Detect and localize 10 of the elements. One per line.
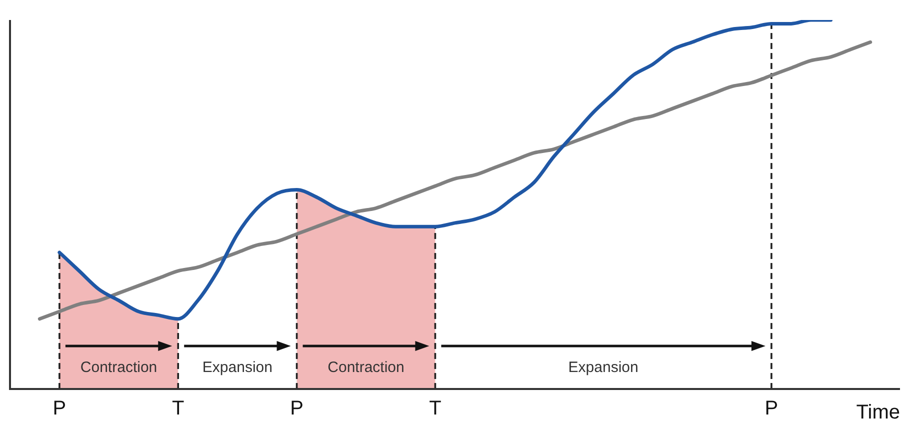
annotation: Contraction [328, 359, 404, 376]
annotation: Expansion [202, 359, 272, 376]
x-axis-title: Time [856, 402, 900, 424]
x-tick-label: P [52, 398, 66, 420]
x-tick-label: T [172, 398, 184, 420]
x-tick-label: P [290, 398, 304, 420]
x-tick-label: P [764, 398, 778, 420]
x-tick-label: T [429, 398, 442, 420]
annotation: Expansion [568, 359, 638, 376]
annotation: Contraction [80, 359, 158, 376]
